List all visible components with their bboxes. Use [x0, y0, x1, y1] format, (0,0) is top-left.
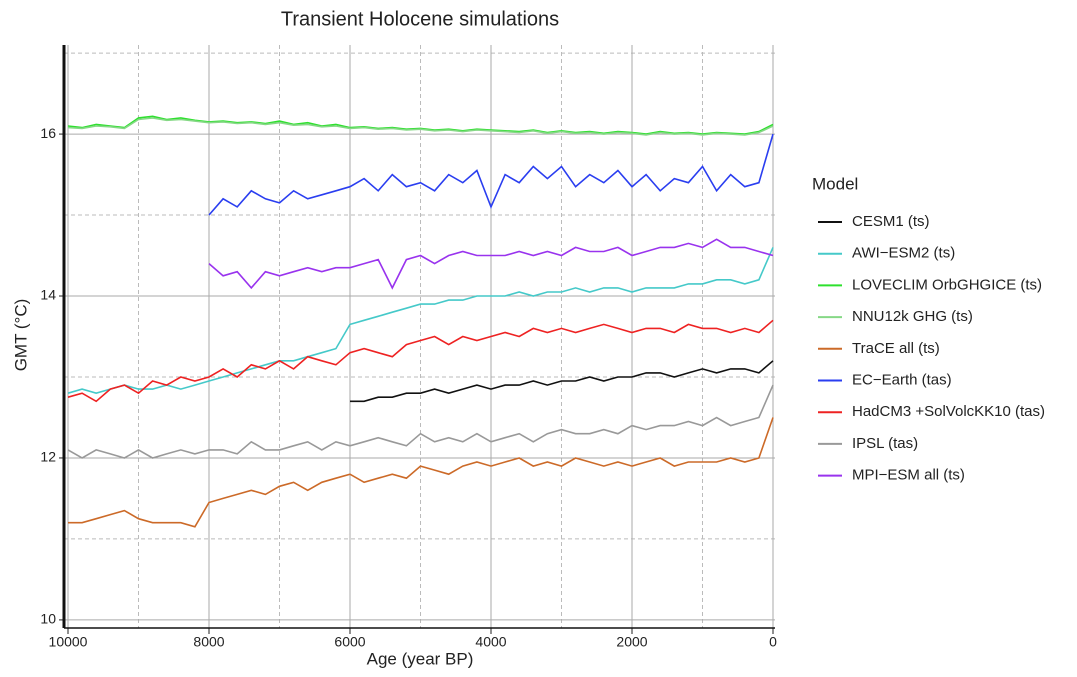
chart-title: Transient Holocene simulations: [281, 8, 559, 30]
y-tick-label: 14: [40, 287, 56, 303]
x-tick-label: 8000: [193, 634, 224, 650]
series-line: [208, 238, 774, 290]
x-axis-label: Age (year BP): [367, 649, 474, 668]
series-line: [67, 247, 774, 395]
legend-label: TraCE all (ts): [852, 340, 940, 357]
series-line: [67, 319, 774, 403]
legend-label: EC−Earth (tas): [852, 371, 952, 388]
legend-label: CESM1 (ts): [852, 213, 930, 230]
legend-label: LOVECLIM OrbGHGICE (ts): [852, 276, 1042, 293]
x-tick-label: 10000: [49, 634, 88, 650]
y-tick-label: 12: [40, 449, 56, 465]
series-line: [67, 117, 774, 136]
y-tick-label: 10: [40, 611, 56, 627]
x-tick-label: 2000: [616, 634, 647, 650]
series-line: [350, 360, 774, 403]
legend-label: MPI−ESM all (ts): [852, 467, 965, 484]
y-axis-label: GMT (°C): [11, 299, 30, 372]
x-tick-label: 0: [769, 634, 777, 650]
legend-label: AWI−ESM2 (ts): [852, 245, 955, 262]
legend-label: IPSL (tas): [852, 435, 918, 452]
series-line: [68, 417, 774, 528]
y-tick-label: 16: [40, 125, 56, 141]
legend-title: Model: [812, 174, 858, 193]
x-tick-label: 4000: [475, 634, 506, 650]
x-tick-label: 6000: [334, 634, 365, 650]
legend-label: NNU12k GHG (ts): [852, 308, 973, 325]
series-line: [67, 384, 774, 459]
legend-label: HadCM3 +SolVolcKK10 (tas): [852, 403, 1045, 420]
series-line: [208, 133, 774, 216]
